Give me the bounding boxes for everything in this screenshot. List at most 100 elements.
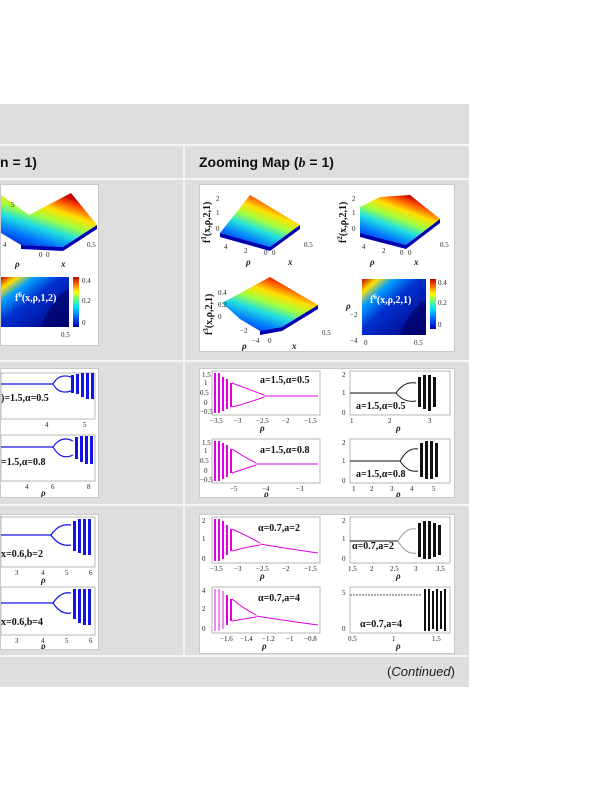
zooming-bifurcation-row3: α=0.7,a=2 2 1 0 −3.5 −3 −2.5 −2 −1.5 ρ α… bbox=[199, 514, 455, 654]
row-divider bbox=[0, 144, 469, 146]
f3-surface-plot: f3(x,ρ,2,1) 0.4 0.2 0 −2 −4 0 0.5 ρ x bbox=[202, 277, 331, 351]
svg-text:x: x bbox=[291, 341, 297, 351]
svg-text:2: 2 bbox=[352, 195, 356, 203]
svg-text:0: 0 bbox=[268, 337, 272, 345]
svg-text:ρ: ρ bbox=[245, 257, 251, 267]
svg-text:0: 0 bbox=[342, 555, 346, 563]
svg-text:0.2: 0.2 bbox=[218, 301, 227, 309]
svg-text:−2.5: −2.5 bbox=[256, 565, 269, 573]
svg-text:α=0.7,a=2: α=0.7,a=2 bbox=[352, 541, 394, 552]
right-column-header: Zooming Map (b = 1) bbox=[199, 154, 334, 171]
svg-text:2: 2 bbox=[216, 195, 220, 203]
x-tick: 0 bbox=[39, 251, 43, 259]
svg-text:−1.2: −1.2 bbox=[262, 635, 275, 643]
svg-text:ρ: ρ bbox=[40, 641, 46, 649]
svg-text:6: 6 bbox=[89, 637, 93, 645]
svg-text:2: 2 bbox=[342, 439, 346, 447]
svg-text:−2: −2 bbox=[240, 327, 248, 335]
svg-text:−3.5: −3.5 bbox=[210, 565, 223, 573]
svg-text:ρ: ρ bbox=[259, 571, 265, 581]
svg-text:5: 5 bbox=[83, 421, 87, 429]
bifurcation-plot-d: a=1.5,α=0.8 2 1 0 1 2 3 4 5 ρ bbox=[342, 438, 451, 497]
svg-text:1: 1 bbox=[202, 535, 206, 543]
row-divider bbox=[0, 655, 469, 657]
svg-text:0: 0 bbox=[342, 625, 346, 633]
svg-text:−1.6: −1.6 bbox=[220, 635, 233, 643]
bifurcation-plot-f: α=0.7,a=2 2 1 0 1.5 2 2.5 3 3.5 ρ bbox=[342, 516, 451, 581]
row-divider bbox=[0, 360, 469, 362]
svg-text:x: x bbox=[413, 257, 419, 267]
svg-text:1: 1 bbox=[216, 209, 220, 217]
svg-text:4: 4 bbox=[45, 421, 49, 429]
svg-text:x=0.6,b=2: x=0.6,b=2 bbox=[1, 549, 43, 560]
svg-text:0: 0 bbox=[400, 249, 404, 257]
f2-label: f2(x,ρ,2,1) bbox=[336, 202, 349, 243]
row-divider bbox=[0, 178, 469, 180]
svg-text:ρ: ρ bbox=[395, 641, 401, 651]
svg-text:−3.5: −3.5 bbox=[210, 417, 223, 425]
column-divider bbox=[183, 146, 185, 657]
svg-text:3.5: 3.5 bbox=[436, 565, 445, 573]
map-label: f6(x,ρ,1,2) bbox=[15, 291, 56, 304]
svg-text:0: 0 bbox=[264, 249, 268, 257]
svg-text:a=1.5,α=0.8: a=1.5,α=0.8 bbox=[356, 469, 405, 480]
f6-heat-map: f6(x,ρ,2,1) ρ −2 −4 0 0.5 0.4 0.2 0 bbox=[345, 279, 447, 347]
bifurcation-plot-a: a=1.5,α=0.5 1.5 1 0.5 0 −0.5 −3.5 −3 −2.… bbox=[200, 370, 321, 433]
svg-text:0: 0 bbox=[218, 313, 222, 321]
svg-text:0: 0 bbox=[408, 249, 412, 257]
svg-text:)=1.5,α=0.5: )=1.5,α=0.5 bbox=[1, 393, 49, 404]
svg-text:−0.5: −0.5 bbox=[200, 476, 213, 484]
x-tick: 0.5 bbox=[61, 331, 70, 339]
svg-text:3: 3 bbox=[15, 637, 19, 645]
svg-text:3: 3 bbox=[428, 417, 432, 425]
svg-text:6: 6 bbox=[89, 569, 93, 577]
zooming-map-surfaces-panel: f1(x,ρ,2,1) 2 1 0 4 2 0 0 0.5 ρ x f2(x,ρ… bbox=[199, 184, 455, 352]
x-axis-label: x bbox=[60, 259, 66, 269]
x-tick: 0.5 bbox=[87, 241, 96, 249]
bifurcation-left-row3: x=0.6,b=2 3 4 5 6 ρ x=0.6,b=4 3 4 5 6 ρ bbox=[0, 514, 99, 650]
svg-text:α=0.7,a=4: α=0.7,a=4 bbox=[360, 619, 402, 630]
svg-text:ρ: ρ bbox=[241, 341, 247, 351]
colorbar-tick: 0 bbox=[82, 319, 86, 327]
svg-text:0.5: 0.5 bbox=[200, 457, 209, 465]
bifurcation-plot-b: a=1.5,α=0.5 2 1 0 1 2 3 ρ bbox=[342, 370, 451, 433]
bifurcation-plot-4: x=0.6,b=4 3 4 5 6 ρ bbox=[1, 586, 96, 649]
bifurcation-plot-g: α=0.7,a=4 4 2 0 −1.6 −1.4 −1.2 −1 −0.8 ρ bbox=[202, 586, 321, 651]
svg-text:−3: −3 bbox=[234, 417, 242, 425]
svg-text:2: 2 bbox=[244, 247, 248, 255]
svg-text:−1.5: −1.5 bbox=[304, 417, 317, 425]
svg-text:6: 6 bbox=[51, 483, 55, 491]
svg-text:2: 2 bbox=[388, 417, 392, 425]
f2-surface-plot: f2(x,ρ,2,1) 2 1 0 4 2 0 0 0.5 ρ x bbox=[336, 195, 449, 267]
svg-text:8: 8 bbox=[87, 483, 91, 491]
heat-map-shade bbox=[41, 289, 69, 327]
svg-text:ρ: ρ bbox=[40, 575, 46, 585]
svg-text:5: 5 bbox=[65, 637, 69, 645]
surface-edge bbox=[21, 225, 97, 251]
svg-text:ρ: ρ bbox=[263, 489, 269, 497]
svg-text:0.4: 0.4 bbox=[438, 279, 447, 287]
svg-text:0.5: 0.5 bbox=[304, 241, 313, 249]
f1-surface-plot: f1(x,ρ,2,1) 2 1 0 4 2 0 0 0.5 ρ x bbox=[200, 195, 313, 267]
svg-text:a=1.5,α=0.5: a=1.5,α=0.5 bbox=[260, 375, 309, 386]
bifurcation-plot-c: a=1.5,α=0.8 1.5 1 0.5 0 −0.5 −5 −4 −3 ρ bbox=[200, 438, 321, 497]
svg-text:0: 0 bbox=[204, 467, 208, 475]
svg-text:0: 0 bbox=[202, 625, 206, 633]
colorbar-tick: 0.4 bbox=[82, 277, 91, 285]
surface-map-panel: 5 4 0 0 0.5 ρ x f6(x,ρ,1,2) 0.4 0.2 0 0.… bbox=[0, 184, 99, 346]
svg-text:5: 5 bbox=[65, 569, 69, 577]
svg-text:3: 3 bbox=[390, 485, 394, 493]
svg-text:4: 4 bbox=[362, 243, 366, 251]
left-column-header: n = 1) bbox=[0, 154, 37, 170]
svg-text:−1.5: −1.5 bbox=[304, 565, 317, 573]
svg-text:2.5: 2.5 bbox=[390, 565, 399, 573]
svg-text:1: 1 bbox=[204, 379, 208, 387]
svg-text:−2: −2 bbox=[350, 311, 358, 319]
rho-tick: 4 bbox=[3, 241, 7, 249]
svg-text:−4: −4 bbox=[252, 337, 260, 345]
svg-text:−4: −4 bbox=[262, 485, 270, 493]
svg-text:1: 1 bbox=[392, 635, 396, 643]
svg-text:0: 0 bbox=[342, 409, 346, 417]
svg-text:1.5: 1.5 bbox=[432, 635, 441, 643]
z-tick: 5 bbox=[11, 201, 15, 209]
